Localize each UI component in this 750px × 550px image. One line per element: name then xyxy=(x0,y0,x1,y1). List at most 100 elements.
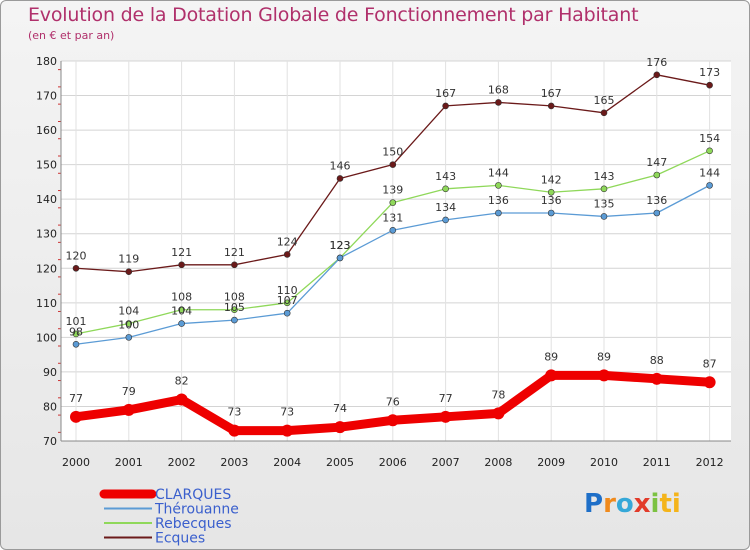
data-label-rebecques: 144 xyxy=(488,166,509,179)
x-tick-label: 2009 xyxy=(537,456,565,469)
data-label-therouanne: 123 xyxy=(330,239,351,252)
data-label-rebecques: 143 xyxy=(594,170,615,183)
point-rebecques xyxy=(653,171,661,179)
data-label-clarques: 77 xyxy=(439,392,453,405)
data-label-therouanne: 134 xyxy=(435,201,456,214)
data-label-clarques: 89 xyxy=(544,350,558,363)
point-ecques xyxy=(706,81,713,89)
y-tick-label: 110 xyxy=(36,297,57,310)
point-rebecques xyxy=(72,330,80,338)
data-label-ecques: 121 xyxy=(171,246,192,259)
x-tick-label: 2012 xyxy=(696,456,724,469)
data-label-clarques: 73 xyxy=(280,406,294,419)
point-ecques xyxy=(547,102,555,110)
data-label-therouanne: 98 xyxy=(69,325,83,338)
y-tick-label: 170 xyxy=(36,90,57,103)
point-therouanne xyxy=(231,316,238,324)
data-label-therouanne: 136 xyxy=(488,194,509,207)
data-label-ecques: 176 xyxy=(646,56,667,69)
data-label-therouanne: 100 xyxy=(118,318,139,331)
point-rebecques xyxy=(600,185,608,193)
legend-label-therouanne: Thérouanne xyxy=(154,502,239,518)
legend-label-clarques: CLARQUES xyxy=(155,487,231,503)
data-label-rebecques: 123 xyxy=(330,239,351,252)
y-tick-label: 160 xyxy=(36,124,57,137)
x-tick-label: 2005 xyxy=(326,456,354,469)
point-ecques xyxy=(600,109,608,117)
point-clarques xyxy=(281,424,294,437)
point-ecques xyxy=(178,261,185,269)
point-clarques xyxy=(598,369,610,382)
point-therouanne xyxy=(389,226,397,234)
x-tick-label: 2010 xyxy=(590,456,618,469)
point-rebecques xyxy=(389,199,397,206)
data-label-clarques: 89 xyxy=(597,350,611,363)
plot-area xyxy=(61,61,731,441)
point-clarques xyxy=(492,407,505,420)
y-tick-label: 70 xyxy=(43,435,57,448)
x-tick-label: 2000 xyxy=(62,456,90,469)
x-tick-label: 2011 xyxy=(643,456,671,469)
point-rebecques xyxy=(706,147,713,155)
data-label-therouanne: 131 xyxy=(382,211,403,224)
point-ecques xyxy=(231,261,238,269)
data-label-ecques: 120 xyxy=(66,249,87,262)
data-label-ecques: 150 xyxy=(382,146,403,159)
point-ecques xyxy=(283,251,291,258)
logo-letter-r: r xyxy=(603,489,616,519)
data-label-rebecques: 143 xyxy=(435,170,456,183)
data-label-ecques: 121 xyxy=(224,246,245,259)
point-ecques xyxy=(442,102,449,110)
logo-letter-p: P xyxy=(584,489,604,519)
logo-letter-o: o xyxy=(615,489,634,519)
point-therouanne xyxy=(125,334,133,341)
data-label-rebecques: 110 xyxy=(277,284,298,297)
x-tick-label: 2008 xyxy=(484,456,512,469)
point-therouanne xyxy=(547,209,555,217)
x-tick-label: 2004 xyxy=(273,456,301,469)
point-therouanne xyxy=(442,216,449,224)
y-tick-label: 150 xyxy=(36,159,57,172)
point-therouanne xyxy=(72,340,80,348)
data-label-therouanne: 135 xyxy=(594,197,615,210)
data-label-ecques: 168 xyxy=(488,83,509,96)
point-therouanne xyxy=(283,309,291,317)
point-clarques xyxy=(386,414,399,427)
point-ecques xyxy=(495,99,502,106)
x-tick-label: 2006 xyxy=(379,456,407,469)
y-tick-label: 180 xyxy=(36,55,57,68)
data-label-clarques: 73 xyxy=(227,406,241,419)
chart-title: Evolution de la Dotation Globale de Fonc… xyxy=(28,4,639,26)
data-label-ecques: 124 xyxy=(277,235,298,248)
point-therouanne xyxy=(600,213,608,220)
data-label-clarques: 74 xyxy=(333,402,347,415)
data-label-rebecques: 108 xyxy=(224,291,245,304)
point-ecques xyxy=(125,268,133,276)
data-label-clarques: 79 xyxy=(122,385,136,398)
data-label-therouanne: 144 xyxy=(699,166,720,179)
point-ecques xyxy=(336,175,344,182)
data-label-ecques: 146 xyxy=(330,159,351,172)
logo-letter-x: x xyxy=(633,489,651,519)
point-rebecques xyxy=(495,182,502,189)
data-label-rebecques: 154 xyxy=(699,132,720,145)
x-tick-label: 2007 xyxy=(432,456,460,469)
point-therouanne xyxy=(653,209,661,217)
point-clarques xyxy=(545,369,558,382)
data-label-therouanne: 136 xyxy=(646,194,667,207)
point-clarques xyxy=(650,372,663,385)
point-clarques xyxy=(228,424,241,437)
point-rebecques xyxy=(547,188,555,196)
point-therouanne xyxy=(706,182,713,189)
proxiti-logo: Proxiti xyxy=(584,489,681,519)
point-rebecques xyxy=(231,306,238,314)
data-label-clarques: 88 xyxy=(650,354,664,367)
point-rebecques xyxy=(178,306,185,314)
data-label-clarques: 87 xyxy=(703,357,717,370)
legend-label-rebecques: Rebecques xyxy=(155,516,232,532)
point-clarques xyxy=(70,410,82,423)
data-label-rebecques: 101 xyxy=(66,315,87,328)
data-label-therouanne: 107 xyxy=(277,294,298,307)
y-tick-label: 140 xyxy=(36,193,57,206)
